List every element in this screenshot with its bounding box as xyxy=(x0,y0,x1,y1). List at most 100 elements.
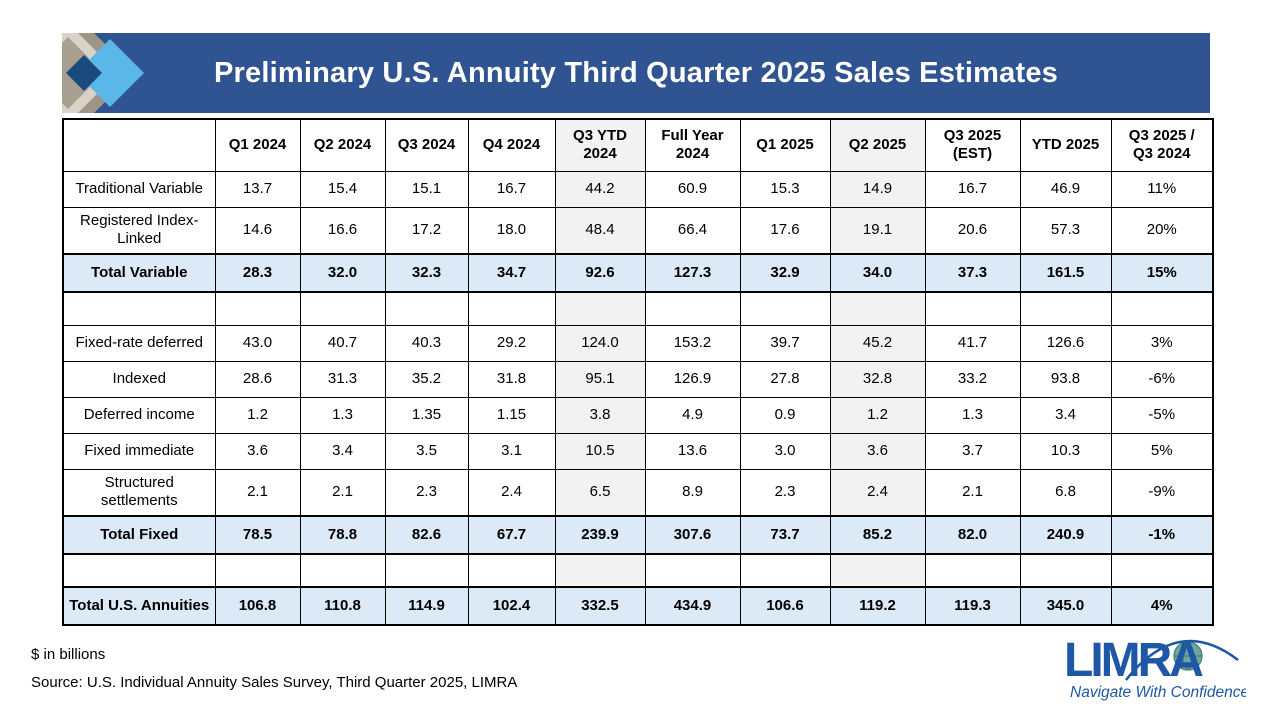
value-cell xyxy=(214,553,301,588)
value-cell: 6.8 xyxy=(1019,468,1112,517)
value-cell xyxy=(739,553,831,588)
value-cell: 15.3 xyxy=(739,170,831,208)
row-label: Total Variable xyxy=(62,253,216,293)
value-cell: 3.8 xyxy=(554,396,646,434)
row-label: Fixed immediate xyxy=(62,432,216,470)
value-cell: 33.2 xyxy=(924,360,1021,398)
value-cell: 20.6 xyxy=(924,206,1021,255)
value-cell: -6% xyxy=(1110,360,1214,398)
table-row: Registered Index-Linked 14.6 16.6 17.2 18.0 4… xyxy=(62,206,1214,255)
value-cell: 35.2 xyxy=(384,360,469,398)
column-header: Q1 2024 xyxy=(214,118,301,172)
value-cell: 2.3 xyxy=(739,468,831,517)
value-cell: 3.4 xyxy=(1019,396,1112,434)
value-cell: 332.5 xyxy=(554,586,646,626)
value-cell: 19.1 xyxy=(829,206,926,255)
table-row: Traditional Variable 13.7 15.4 15.1 16.7 44.2… xyxy=(62,170,1214,208)
units-footnote: $ in billions xyxy=(31,646,106,663)
value-cell: 3.7 xyxy=(924,432,1021,470)
table-row: Deferred income 1.2 1.3 1.35 1.15 3.8 4.9 0.9 1.… xyxy=(62,396,1214,434)
value-cell: 3.4 xyxy=(299,432,386,470)
header-row: Q1 2024 Q2 2024 Q3 2024 Q4 2024 Q3 YTD 2024 F… xyxy=(62,118,1214,172)
value-cell: 153.2 xyxy=(644,324,741,362)
value-cell: 4.9 xyxy=(644,396,741,434)
value-cell: 119.3 xyxy=(924,586,1021,626)
value-cell: 3.6 xyxy=(214,432,301,470)
row-label: Fixed-rate deferred xyxy=(62,324,216,362)
value-cell: 345.0 xyxy=(1019,586,1112,626)
value-cell: 82.0 xyxy=(924,515,1021,555)
value-cell xyxy=(829,291,926,326)
value-cell xyxy=(299,291,386,326)
value-cell: 40.7 xyxy=(299,324,386,362)
value-cell: 73.7 xyxy=(739,515,831,555)
value-cell: 2.1 xyxy=(299,468,386,517)
column-header: Q2 2024 xyxy=(299,118,386,172)
value-cell: 82.6 xyxy=(384,515,469,555)
row-label: Traditional Variable xyxy=(62,170,216,208)
value-cell: 2.1 xyxy=(924,468,1021,517)
value-cell: 4% xyxy=(1110,586,1214,626)
value-cell: 27.8 xyxy=(739,360,831,398)
value-cell: 2.4 xyxy=(829,468,926,517)
value-cell: 106.6 xyxy=(739,586,831,626)
column-header: Q3 2024 xyxy=(384,118,469,172)
value-cell: 66.4 xyxy=(644,206,741,255)
value-cell: 95.1 xyxy=(554,360,646,398)
table-row: Fixed immediate 3.6 3.4 3.5 3.1 10.5 13.6 3.0 3.… xyxy=(62,432,1214,470)
value-cell: 3% xyxy=(1110,324,1214,362)
swoosh-arc-icon xyxy=(1125,639,1239,681)
value-cell: 44.2 xyxy=(554,170,646,208)
value-cell xyxy=(554,553,646,588)
value-cell: -1% xyxy=(1110,515,1214,555)
value-cell: 3.6 xyxy=(829,432,926,470)
value-cell: 15.4 xyxy=(299,170,386,208)
value-cell: 32.0 xyxy=(299,253,386,293)
value-cell: 1.3 xyxy=(299,396,386,434)
value-cell: 1.3 xyxy=(924,396,1021,434)
column-header: Q3 YTD 2024 xyxy=(554,118,646,172)
value-cell: 17.6 xyxy=(739,206,831,255)
value-cell: 110.8 xyxy=(299,586,386,626)
value-cell: 2.1 xyxy=(214,468,301,517)
value-cell: 67.7 xyxy=(467,515,556,555)
value-cell: 20% xyxy=(1110,206,1214,255)
row-label xyxy=(62,291,216,326)
row-label: Total U.S. Annuities xyxy=(62,586,216,626)
value-cell: 3.5 xyxy=(384,432,469,470)
spacer-row xyxy=(62,291,1214,326)
column-header: YTD 2025 xyxy=(1019,118,1112,172)
value-cell: 240.9 xyxy=(1019,515,1112,555)
value-cell: 13.6 xyxy=(644,432,741,470)
value-cell: 15% xyxy=(1110,253,1214,293)
value-cell: 1.2 xyxy=(214,396,301,434)
value-cell: 126.9 xyxy=(644,360,741,398)
value-cell xyxy=(739,291,831,326)
limra-tagline: Navigate With Confidence xyxy=(1070,684,1246,701)
value-cell: 2.3 xyxy=(384,468,469,517)
value-cell: 17.2 xyxy=(384,206,469,255)
limra-logo: LIMRA Navigate With Confidence xyxy=(1066,634,1246,701)
row-label: Registered Index-Linked xyxy=(62,206,216,255)
value-cell: 18.0 xyxy=(467,206,556,255)
value-cell: 3.0 xyxy=(739,432,831,470)
row-label: Structured settlements xyxy=(62,468,216,517)
value-cell: 434.9 xyxy=(644,586,741,626)
value-cell: 0.9 xyxy=(739,396,831,434)
value-cell xyxy=(467,553,556,588)
value-cell: 2.4 xyxy=(467,468,556,517)
value-cell: 119.2 xyxy=(829,586,926,626)
value-cell: 85.2 xyxy=(829,515,926,555)
value-cell: 34.0 xyxy=(829,253,926,293)
value-cell xyxy=(384,553,469,588)
value-cell: 14.6 xyxy=(214,206,301,255)
value-cell: 41.7 xyxy=(924,324,1021,362)
page-title: Preliminary U.S. Annuity Third Quarter 2… xyxy=(214,56,1058,89)
row-label: Total Fixed xyxy=(62,515,216,555)
value-cell: 37.3 xyxy=(924,253,1021,293)
value-cell xyxy=(644,291,741,326)
value-cell: 3.1 xyxy=(467,432,556,470)
row-label: Indexed xyxy=(62,360,216,398)
value-cell: 6.5 xyxy=(554,468,646,517)
